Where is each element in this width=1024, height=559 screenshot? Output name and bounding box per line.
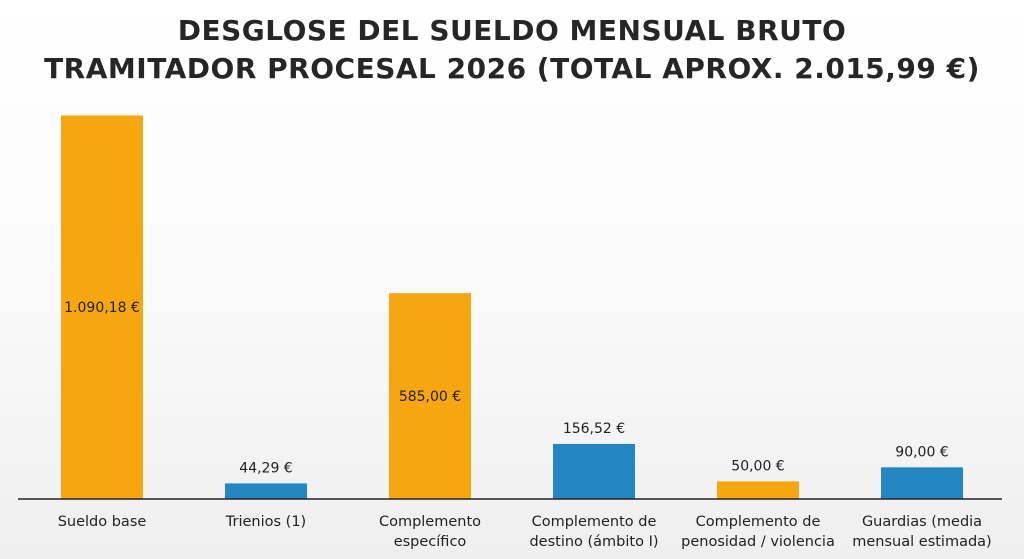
- value-label-2: 44,29 €: [239, 460, 292, 476]
- bar-5: [717, 481, 799, 499]
- category-label-2-line-1: Trienios (1): [225, 514, 306, 530]
- chart-title-line-1: DESGLOSE DEL SUELDO MENSUAL BRUTO: [177, 14, 847, 47]
- category-label-5-line-1: Complemento de: [696, 514, 821, 530]
- category-label-6-line-1: Guardias (media: [862, 514, 982, 530]
- bar-4: [553, 443, 635, 499]
- category-label-5: Complemento de penosidad / violencia: [681, 514, 835, 550]
- value-label-1: 1.090,18 €: [64, 300, 140, 316]
- value-label-6: 90,00 €: [895, 444, 948, 460]
- category-label-1: Sueldo base: [58, 514, 147, 530]
- category-label-4-line-1: Complemento de: [532, 514, 657, 530]
- category-label-3-line-1: Complemento: [379, 514, 481, 530]
- bar-3: [389, 293, 471, 499]
- bar-2: [225, 483, 307, 499]
- value-labels-layer: 1.090,18 € 44,29 € 585,00 € 156,52 € 50,00 €…: [64, 300, 949, 476]
- category-label-6: Guardias (media mensual estimada): [852, 514, 991, 550]
- category-label-3: Complemento específico: [379, 514, 481, 550]
- category-label-4-line-2: destino (ámbito I): [529, 534, 658, 550]
- category-label-6-line-2: mensual estimada): [852, 534, 991, 550]
- bar-6: [881, 467, 963, 499]
- chart-title-line-2: TRAMITADOR PROCESAL 2026 (TOTAL APROX. 2…: [44, 52, 980, 85]
- bars-layer: [61, 115, 963, 499]
- bar-1: [61, 115, 143, 499]
- value-label-5: 50,00 €: [731, 458, 784, 474]
- value-label-3: 585,00 €: [399, 389, 461, 405]
- category-label-1-line-1: Sueldo base: [58, 514, 147, 530]
- category-label-2: Trienios (1): [225, 514, 306, 530]
- category-label-3-line-2: específico: [394, 534, 467, 550]
- value-label-4: 156,52 €: [563, 421, 625, 437]
- category-label-5-line-2: penosidad / violencia: [681, 534, 835, 550]
- category-labels-layer: Sueldo base Trienios (1) Complemento especí…: [58, 514, 992, 550]
- category-label-4: Complemento de destino (ámbito I): [529, 514, 658, 550]
